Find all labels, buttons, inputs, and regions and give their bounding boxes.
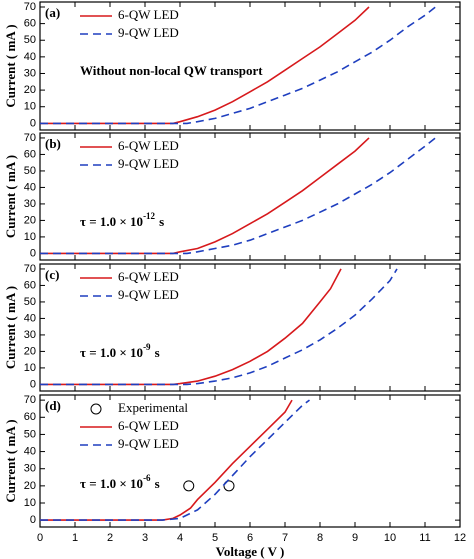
annotation: τ = 1.0 × 10-9 s <box>80 342 160 360</box>
annotation-part: τ = 1.0 × 10 <box>80 345 143 360</box>
data-point <box>183 480 195 492</box>
legend-label: 9-QW LED <box>118 156 179 171</box>
data-line <box>40 268 398 386</box>
x-tick-label: 11 <box>419 532 430 544</box>
y-tick-label: 60 <box>24 411 36 423</box>
y-tick-label: 50 <box>24 428 36 440</box>
annotation-part: -9 <box>143 342 151 352</box>
legend-label: 6-QW LED <box>118 7 179 22</box>
y-tick-label: 30 <box>24 198 36 210</box>
legend-label: 6-QW LED <box>118 418 179 433</box>
y-tick-label: 70 <box>24 394 36 406</box>
panel-label: (d) <box>45 398 61 413</box>
x-tick-label: 6 <box>247 532 253 544</box>
x-tick-label: 2 <box>107 532 113 544</box>
y-tick-label: 30 <box>24 67 36 79</box>
y-tick-label: 10 <box>24 101 36 113</box>
y-axis-label: Current ( mA ) <box>3 419 18 502</box>
legend-label: 9-QW LED <box>118 436 179 451</box>
y-axis-label: Current ( mA ) <box>3 24 18 107</box>
annotation-part: -12 <box>143 211 155 221</box>
legend-label: Experimental <box>118 400 188 415</box>
legend-label: 6-QW LED <box>118 138 179 153</box>
y-axis-label: Current ( mA ) <box>3 155 18 238</box>
annotation: τ = 1.0 × 10-6 s <box>80 473 160 491</box>
y-tick-label: 20 <box>24 345 36 357</box>
x-tick-label: 7 <box>282 532 288 544</box>
annotation-part: s <box>155 345 160 360</box>
data-line <box>40 137 436 255</box>
x-axis-label: Voltage ( V ) <box>216 544 285 559</box>
legend-label: 6-QW LED <box>118 269 179 284</box>
x-tick-label: 8 <box>317 532 323 544</box>
y-tick-label: 0 <box>30 378 36 390</box>
y-tick-label: 40 <box>24 51 36 63</box>
data-line <box>40 6 436 125</box>
y-tick-label: 10 <box>24 497 36 509</box>
x-tick-label: 4 <box>177 532 183 544</box>
y-tick-label: 40 <box>24 312 36 324</box>
x-tick-label: 12 <box>454 532 466 544</box>
y-tick-label: 30 <box>24 329 36 341</box>
y-tick-label: 50 <box>24 296 36 308</box>
y-tick-label: 10 <box>24 231 36 243</box>
data-line <box>40 399 310 521</box>
legend-label: 9-QW LED <box>118 287 179 302</box>
x-tick-label: 1 <box>72 532 78 544</box>
x-tick-label: 10 <box>384 532 396 544</box>
annotation-part: Without non-local QW transport <box>80 63 263 78</box>
y-tick-label: 70 <box>24 132 36 144</box>
annotation-part: τ = 1.0 × 10 <box>80 214 143 229</box>
annotation-part: s <box>155 476 160 491</box>
y-tick-label: 30 <box>24 463 36 475</box>
x-tick-label: 0 <box>37 532 43 544</box>
y-tick-label: 20 <box>24 214 36 226</box>
y-tick-label: 50 <box>24 34 36 46</box>
y-tick-label: 60 <box>24 18 36 30</box>
x-tick-label: 3 <box>142 532 148 544</box>
annotation: Without non-local QW transport <box>80 63 263 78</box>
y-tick-label: 50 <box>24 165 36 177</box>
y-tick-label: 20 <box>24 84 36 96</box>
y-tick-label: 0 <box>30 514 36 526</box>
plot-frame <box>39 263 461 392</box>
panel-label: (c) <box>45 267 59 282</box>
y-tick-label: 40 <box>24 181 36 193</box>
y-tick-label: 20 <box>24 480 36 492</box>
data-line <box>40 268 342 386</box>
legend-label: 9-QW LED <box>118 25 179 40</box>
x-tick-label: 5 <box>212 532 218 544</box>
y-tick-label: 40 <box>24 445 36 457</box>
annotation: τ = 1.0 × 10-12 s <box>80 211 164 229</box>
data-line <box>40 137 370 255</box>
x-tick-label: 9 <box>352 532 358 544</box>
annotation-part: τ = 1.0 × 10 <box>80 476 143 491</box>
annotation-part: s <box>159 214 164 229</box>
y-tick-label: 70 <box>24 1 36 13</box>
y-tick-label: 60 <box>24 279 36 291</box>
plot-frame <box>39 394 461 528</box>
y-tick-label: 0 <box>30 247 36 259</box>
annotation-part: -6 <box>143 473 151 483</box>
panel-label: (a) <box>45 5 60 20</box>
y-tick-label: 70 <box>24 263 36 275</box>
panel-label: (b) <box>45 136 61 151</box>
y-tick-label: 0 <box>30 117 36 129</box>
legend-marker <box>90 403 102 415</box>
y-axis-label: Current ( mA ) <box>3 286 18 369</box>
y-tick-label: 60 <box>24 148 36 160</box>
y-tick-label: 10 <box>24 362 36 374</box>
